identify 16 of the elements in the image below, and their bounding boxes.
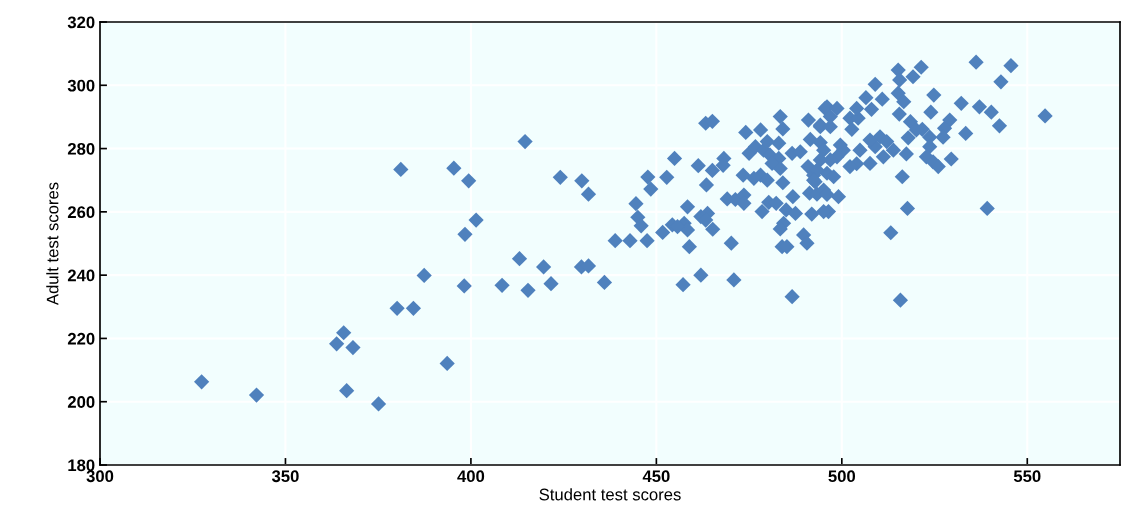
y-tick-label: 260 <box>67 206 95 219</box>
y-tick-label: 280 <box>67 142 95 155</box>
y-axis-title: Adult test scores <box>46 182 59 306</box>
y-tick-label: 300 <box>67 79 95 92</box>
y-tick-label: 200 <box>67 396 95 408</box>
x-tick-label: 400 <box>457 470 485 483</box>
x-axis-title: Student test scores <box>539 488 681 501</box>
x-tick-label: 350 <box>271 470 299 483</box>
y-tick-label: 220 <box>67 332 95 345</box>
y-tick-label: 320 <box>67 16 95 29</box>
x-tick-label: 500 <box>828 470 856 483</box>
x-tick-label: 550 <box>1013 470 1041 483</box>
x-tick-label: 450 <box>642 470 670 483</box>
x-tick-label: 300 <box>86 470 114 483</box>
y-tick-label: 240 <box>67 269 95 282</box>
y-tick-label: 180 <box>68 459 95 472</box>
